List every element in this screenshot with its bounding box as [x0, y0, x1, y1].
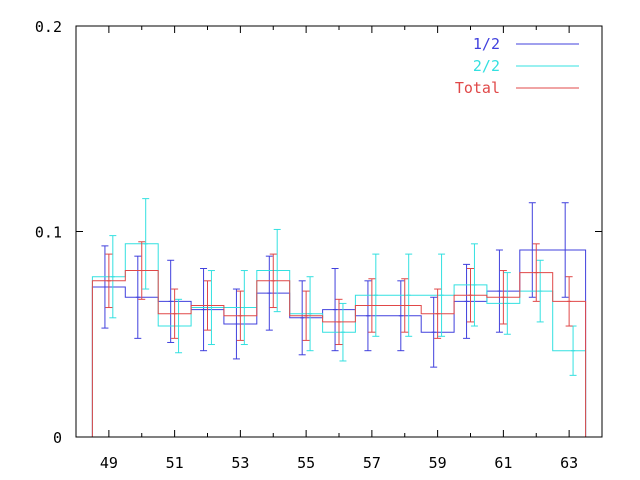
- axes: 49 51 53 55 57 59 61 63 0 0.1 0.2: [35, 18, 603, 472]
- x-tick-label: 51: [166, 454, 184, 472]
- x-tick-label: 53: [231, 454, 249, 472]
- legend-label: Total: [455, 79, 500, 97]
- x-tick-label: 49: [100, 454, 118, 472]
- legend-label: 2/2: [473, 57, 500, 75]
- x-tick-label: 59: [429, 454, 447, 472]
- y-tick-label: 0.2: [35, 18, 62, 36]
- y-tick-label: 0: [53, 429, 62, 447]
- x-tick-label: 57: [363, 454, 381, 472]
- x-tick-label: 61: [494, 454, 512, 472]
- x-tick-label: 55: [297, 454, 315, 472]
- y-tick-label: 0.1: [35, 224, 62, 242]
- legend: 1/2 2/2 Total: [455, 35, 579, 97]
- x-tick-label: 63: [560, 454, 578, 472]
- plot-area: [91, 198, 587, 437]
- legend-label: 1/2: [473, 35, 500, 53]
- series-line-3: [91, 270, 587, 437]
